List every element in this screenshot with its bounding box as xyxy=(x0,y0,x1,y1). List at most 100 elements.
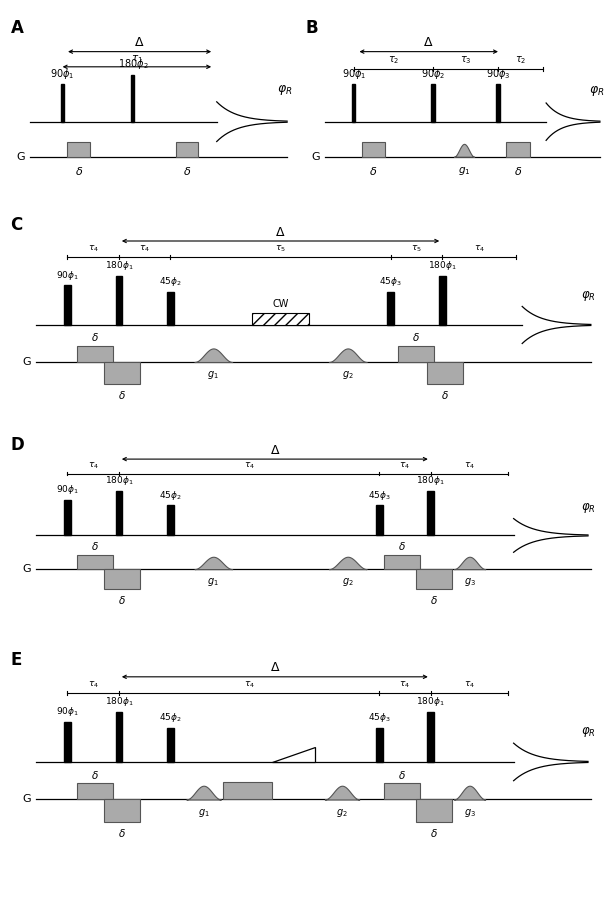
Text: E: E xyxy=(10,651,22,669)
Bar xyxy=(64,722,71,762)
Polygon shape xyxy=(272,747,315,762)
Text: C: C xyxy=(10,216,23,234)
Bar xyxy=(167,728,174,762)
Text: $\tau_4$: $\tau_4$ xyxy=(88,680,99,690)
Bar xyxy=(77,783,113,799)
Text: $\tau_4$: $\tau_4$ xyxy=(244,461,255,471)
Text: $g_1$: $g_1$ xyxy=(197,807,210,819)
Text: G: G xyxy=(16,152,25,162)
Bar xyxy=(77,346,113,362)
Text: $g_2$: $g_2$ xyxy=(342,576,354,588)
Bar xyxy=(438,276,445,325)
Text: 90$\phi_1$: 90$\phi_1$ xyxy=(56,483,79,496)
Text: $\tau_4$: $\tau_4$ xyxy=(88,243,99,254)
Text: 90$\phi_1$: 90$\phi_1$ xyxy=(341,66,366,81)
Bar xyxy=(64,286,71,325)
Text: B: B xyxy=(306,19,319,37)
Text: 180$\phi_1$: 180$\phi_1$ xyxy=(105,259,133,272)
Text: $\tau_5$: $\tau_5$ xyxy=(411,243,422,254)
Bar xyxy=(431,84,435,121)
Bar xyxy=(116,712,122,762)
Text: $\tau_4$: $\tau_4$ xyxy=(464,680,475,690)
Bar xyxy=(416,799,451,822)
Bar xyxy=(352,84,355,121)
Text: $\delta$: $\delta$ xyxy=(183,165,191,177)
Bar xyxy=(77,554,113,569)
Text: $\varphi_R$: $\varphi_R$ xyxy=(581,501,595,515)
Text: $g_1$: $g_1$ xyxy=(207,576,219,588)
Text: $\tau_4$: $\tau_4$ xyxy=(244,680,255,690)
Text: $\delta$: $\delta$ xyxy=(430,827,437,839)
Bar xyxy=(104,569,140,589)
Bar xyxy=(427,362,463,384)
Text: $g_2$: $g_2$ xyxy=(342,369,354,382)
Text: $\tau_2$: $\tau_2$ xyxy=(515,55,526,66)
Text: $\Delta$: $\Delta$ xyxy=(269,444,280,457)
Text: $\Delta$: $\Delta$ xyxy=(424,36,434,49)
Text: $\delta$: $\delta$ xyxy=(118,594,125,606)
Text: $\varphi_R$: $\varphi_R$ xyxy=(581,289,595,303)
Text: 180$\phi_1$: 180$\phi_1$ xyxy=(428,259,456,272)
Text: $\delta$: $\delta$ xyxy=(514,165,522,177)
Text: G: G xyxy=(23,795,31,805)
Text: $\delta$: $\delta$ xyxy=(74,165,83,177)
Text: $\tau_4$: $\tau_4$ xyxy=(474,243,485,254)
Bar xyxy=(64,499,71,535)
Bar xyxy=(176,142,198,156)
Bar xyxy=(252,313,309,325)
Bar xyxy=(61,84,64,121)
Bar xyxy=(384,554,420,569)
Bar xyxy=(68,142,90,156)
Bar xyxy=(387,292,394,325)
Text: G: G xyxy=(23,357,31,367)
Text: 45$\phi_3$: 45$\phi_3$ xyxy=(368,489,391,502)
Text: $\delta$: $\delta$ xyxy=(91,769,99,780)
Bar xyxy=(223,781,272,799)
Bar xyxy=(104,799,140,822)
Text: $\delta$: $\delta$ xyxy=(118,389,125,401)
Text: $g_3$: $g_3$ xyxy=(464,576,475,588)
Text: A: A xyxy=(11,19,24,37)
Text: $\delta$: $\delta$ xyxy=(118,827,125,839)
Text: $\delta$: $\delta$ xyxy=(398,541,406,552)
Text: CW: CW xyxy=(272,299,289,309)
Text: $g_1$: $g_1$ xyxy=(207,369,219,382)
Text: 90$\phi_1$: 90$\phi_1$ xyxy=(56,269,79,282)
Text: $\tau_2$: $\tau_2$ xyxy=(387,55,399,66)
Bar xyxy=(416,569,451,589)
Bar xyxy=(362,142,386,156)
Text: $\tau_5$: $\tau_5$ xyxy=(275,243,286,254)
Bar xyxy=(506,142,530,156)
Text: G: G xyxy=(311,152,320,162)
Bar xyxy=(399,346,434,362)
Text: $\tau_1$: $\tau_1$ xyxy=(131,53,143,65)
Text: $g_1$: $g_1$ xyxy=(458,165,470,177)
Text: $\tau_4$: $\tau_4$ xyxy=(88,461,99,471)
Text: $\tau_3$: $\tau_3$ xyxy=(459,55,471,66)
Text: 90$\phi_3$: 90$\phi_3$ xyxy=(486,66,510,81)
Bar xyxy=(116,276,122,325)
Text: 90$\phi_1$: 90$\phi_1$ xyxy=(50,66,74,81)
Text: $\delta$: $\delta$ xyxy=(370,165,378,177)
Text: $\delta$: $\delta$ xyxy=(430,594,437,606)
Text: 90$\phi_1$: 90$\phi_1$ xyxy=(56,705,79,718)
Text: $\delta$: $\delta$ xyxy=(91,331,99,344)
Bar xyxy=(167,292,174,325)
Text: $\Delta$: $\Delta$ xyxy=(269,661,280,674)
Text: $g_3$: $g_3$ xyxy=(464,807,475,819)
Bar xyxy=(427,490,434,535)
Text: $\delta$: $\delta$ xyxy=(441,389,449,401)
Text: 180$\phi_1$: 180$\phi_1$ xyxy=(105,695,133,709)
Text: $\delta$: $\delta$ xyxy=(413,331,420,344)
Bar xyxy=(116,490,122,535)
Text: $\varphi_R$: $\varphi_R$ xyxy=(589,84,605,98)
Text: $\Delta$: $\Delta$ xyxy=(135,36,145,49)
Text: $\tau_4$: $\tau_4$ xyxy=(399,680,410,690)
Text: $\tau_4$: $\tau_4$ xyxy=(464,461,475,471)
Text: D: D xyxy=(10,436,24,454)
Text: $\delta$: $\delta$ xyxy=(398,769,406,780)
Text: $\varphi_R$: $\varphi_R$ xyxy=(581,726,595,739)
Text: 90$\phi_2$: 90$\phi_2$ xyxy=(421,66,445,81)
Text: 180$\phi_1$: 180$\phi_1$ xyxy=(416,474,445,487)
Text: $\delta$: $\delta$ xyxy=(91,541,99,552)
